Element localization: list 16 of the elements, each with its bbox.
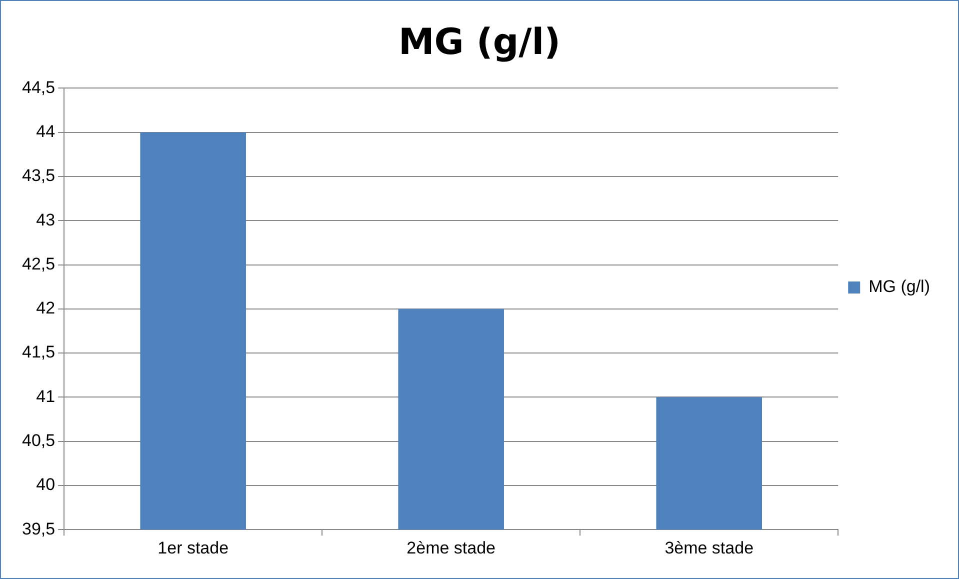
x-tick-label: 2ème stade (406, 538, 496, 558)
y-tick-label: 41,5 (22, 342, 56, 362)
y-tick-label: 39,5 (22, 519, 56, 538)
legend-label: MG (g/l) (868, 277, 930, 296)
x-tick-label: 1er stade (158, 538, 229, 558)
y-tick-label: 41 (36, 386, 56, 406)
y-tick-label: 42,5 (22, 254, 56, 274)
y-tick-label: 42 (36, 298, 56, 318)
y-tick-label: 40,5 (22, 431, 56, 450)
x-tick-label: 3ème stade (664, 538, 754, 558)
y-tick-label: 43,5 (22, 166, 56, 186)
y-tick-label: 43 (36, 210, 56, 230)
y-tick-label: 44,5 (22, 78, 56, 97)
chart-title: MG (g/l) (398, 22, 561, 63)
y-tick-label: 44 (36, 122, 56, 142)
y-tick-label: 40 (36, 475, 56, 494)
